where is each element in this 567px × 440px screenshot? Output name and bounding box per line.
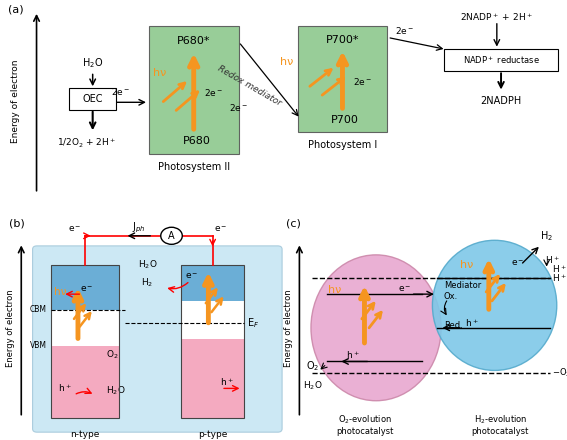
Ellipse shape [311, 255, 441, 401]
Text: (c): (c) [286, 219, 301, 229]
Bar [181, 301, 244, 339]
Text: Red.: Red. [444, 321, 463, 330]
Text: e$^-$: e$^-$ [214, 224, 228, 234]
Text: hν: hν [153, 68, 167, 77]
Bar [51, 265, 119, 310]
Text: e$^-$: e$^-$ [80, 285, 93, 294]
Text: hν: hν [460, 260, 473, 270]
Text: O$_2$-evolution
photocatalyst: O$_2$-evolution photocatalyst [336, 413, 393, 436]
Text: hν: hν [328, 285, 342, 295]
FancyBboxPatch shape [69, 88, 116, 110]
Bar [51, 346, 119, 418]
Text: h$^+$: h$^+$ [464, 318, 479, 329]
Text: 2e$^-$: 2e$^-$ [229, 102, 248, 113]
Text: n-type
Photoanode: n-type Photoanode [58, 430, 112, 440]
Bar [51, 310, 119, 346]
Text: 2e$^-$: 2e$^-$ [395, 25, 414, 36]
Text: e$^-$: e$^-$ [511, 258, 524, 268]
Text: P680*: P680* [177, 36, 210, 46]
Text: hν: hν [54, 287, 66, 297]
Text: P700*: P700* [325, 35, 359, 44]
Circle shape [161, 227, 182, 244]
Text: Energy of electron: Energy of electron [284, 289, 293, 367]
Text: CBM: CBM [30, 305, 46, 314]
Text: H$^+$/H$_2$: H$^+$/H$_2$ [552, 273, 567, 286]
Text: e$^-$: e$^-$ [185, 271, 198, 281]
Text: hν: hν [280, 57, 293, 66]
Text: Redox mediator: Redox mediator [217, 64, 284, 108]
Text: 2NADPH: 2NADPH [480, 95, 522, 106]
Text: 2e$^-$: 2e$^-$ [204, 87, 223, 98]
Text: Energy of electron: Energy of electron [6, 289, 15, 367]
Text: e$^-$: e$^-$ [69, 224, 82, 234]
Text: Mediator: Mediator [444, 281, 481, 290]
Text: (b): (b) [9, 219, 24, 229]
Bar [298, 26, 387, 132]
Bar [51, 265, 119, 418]
Bar [181, 265, 244, 301]
Text: E$_F$: E$_F$ [247, 316, 259, 330]
Ellipse shape [433, 240, 557, 370]
Text: H$^+$: H$^+$ [552, 264, 567, 275]
FancyBboxPatch shape [33, 246, 282, 432]
Text: h$^+$: h$^+$ [58, 382, 72, 394]
Text: Photosystem I: Photosystem I [308, 139, 377, 150]
Text: H$_2$O: H$_2$O [82, 57, 103, 70]
FancyBboxPatch shape [444, 48, 558, 71]
Text: 1/2O$_2$ + 2H$^+$: 1/2O$_2$ + 2H$^+$ [57, 136, 117, 150]
Text: H$_2$-evolution
photocatalyst: H$_2$-evolution photocatalyst [472, 413, 529, 436]
Text: 2e$^-$: 2e$^-$ [111, 86, 130, 97]
Text: h$^+$: h$^+$ [220, 376, 234, 388]
Text: H$_2$O: H$_2$O [107, 385, 126, 397]
Text: H$_2$: H$_2$ [540, 229, 553, 243]
Bar [181, 339, 244, 418]
Text: 2NADP$^+$ + 2H$^+$: 2NADP$^+$ + 2H$^+$ [460, 12, 533, 23]
Text: Energy of electron: Energy of electron [11, 59, 20, 143]
Text: Ox.: Ox. [444, 292, 458, 301]
Text: O$_2$: O$_2$ [306, 359, 319, 373]
Text: p-type
Photocathode: p-type Photocathode [181, 430, 244, 440]
Text: VBM: VBM [30, 341, 46, 350]
Text: A: A [168, 231, 175, 241]
Text: J$_{ph}$: J$_{ph}$ [132, 221, 146, 235]
Text: NADP$^+$ reductase: NADP$^+$ reductase [463, 54, 540, 66]
Text: OEC: OEC [82, 94, 103, 104]
Text: H$^+$: H$^+$ [545, 255, 560, 266]
Text: (a): (a) [9, 4, 24, 15]
Text: O$_2$: O$_2$ [107, 348, 119, 361]
Text: P680: P680 [183, 136, 210, 146]
Bar [149, 26, 239, 154]
Text: H$_2$O: H$_2$O [138, 259, 157, 271]
Text: −O$_2$/H$_2$O: −O$_2$/H$_2$O [552, 367, 567, 379]
Text: e$^-$: e$^-$ [398, 285, 412, 294]
Text: P700: P700 [331, 115, 359, 125]
Bar [181, 265, 244, 418]
Text: Photosystem II: Photosystem II [158, 162, 230, 172]
Text: H$_2$O: H$_2$O [303, 380, 322, 392]
Text: h$^+$: h$^+$ [346, 349, 359, 360]
Text: 2e$^-$: 2e$^-$ [353, 76, 372, 87]
Text: H$_2$: H$_2$ [141, 277, 154, 289]
